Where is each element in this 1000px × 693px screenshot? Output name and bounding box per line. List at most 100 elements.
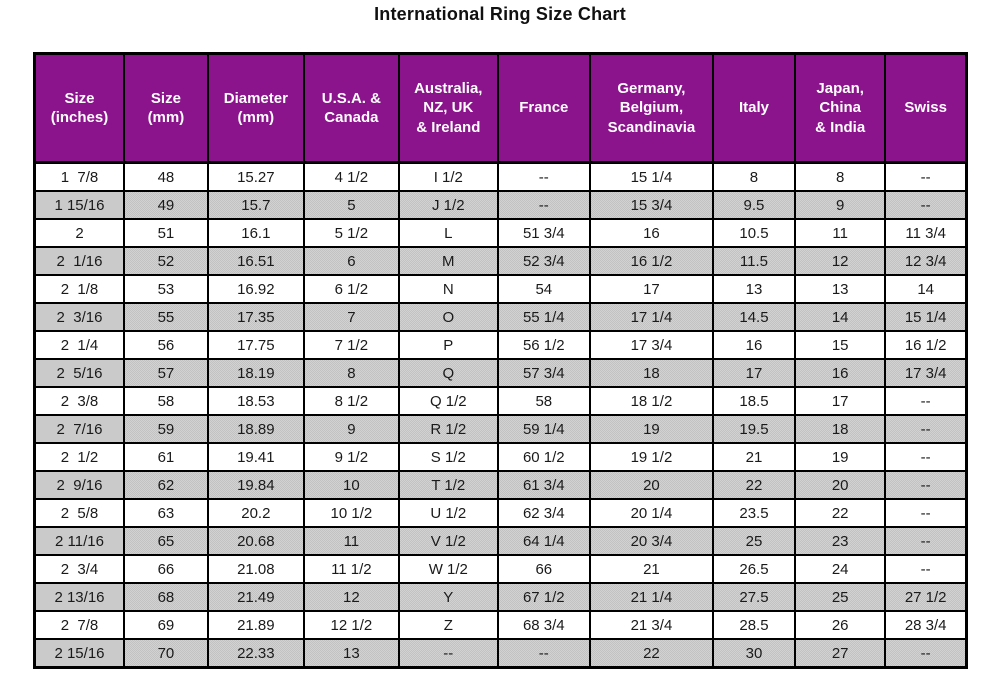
- cell: 25: [793, 582, 887, 612]
- column-header: Germany, Belgium, Scandinavia: [588, 52, 714, 164]
- column-header: Italy: [711, 52, 796, 164]
- cell: R 1/2: [397, 414, 499, 444]
- cell: 16.1: [206, 218, 305, 248]
- cell: 56: [122, 330, 209, 360]
- cell: 12 3/4: [884, 246, 968, 276]
- cell: 58: [122, 386, 209, 416]
- cell: 2 1/16: [33, 246, 125, 276]
- ring-size-table-body: 1 7/8 48 15.27 4 1/2 I 1/2 -- 15 1/4 8 8 -- 1 15/1…: [33, 161, 968, 669]
- cell: 20 1/4: [588, 498, 714, 528]
- page-title: International Ring Size Chart: [374, 4, 626, 24]
- cell: Q 1/2: [397, 386, 499, 416]
- cell: 4 1/2: [302, 161, 400, 192]
- cell: 15 1/4: [588, 161, 714, 192]
- cell: --: [884, 554, 968, 584]
- cell: 14: [884, 274, 968, 304]
- cell: 21 3/4: [588, 610, 714, 640]
- table-row: 2 9/16 62 19.84 10 T 1/2 61 3/4 20 22 20 --: [33, 470, 968, 500]
- cell: 2 9/16: [33, 470, 125, 500]
- cell: 21.89: [206, 610, 305, 640]
- cell: 18 1/2: [588, 386, 714, 416]
- cell: 8: [711, 161, 796, 192]
- cell: 16 1/2: [884, 330, 968, 360]
- table-row: 2 1/4 56 17.75 7 1/2 P 56 1/2 17 3/4 16 15 16 1/2: [33, 330, 968, 360]
- cell: 60 1/2: [496, 442, 591, 472]
- cell: 18.53: [206, 386, 305, 416]
- cell: 10.5: [711, 218, 796, 248]
- cell: N: [397, 274, 499, 304]
- cell: 15 3/4: [588, 190, 714, 220]
- cell: 70: [122, 638, 209, 669]
- table-row: 2 5/16 57 18.19 8 Q 57 3/4 18 17 16 17 3/4: [33, 358, 968, 388]
- cell: 59: [122, 414, 209, 444]
- cell: 2 3/16: [33, 302, 125, 332]
- cell: 2 5/8: [33, 498, 125, 528]
- cell: Y: [397, 582, 499, 612]
- cell: 61: [122, 442, 209, 472]
- column-header: Diameter (mm): [206, 52, 305, 164]
- cell: 20: [793, 470, 887, 500]
- cell: 12: [793, 246, 887, 276]
- cell: 2 3/4: [33, 554, 125, 584]
- cell: 27.5: [711, 582, 796, 612]
- ring-size-table: Size (inches) Size (mm) Diameter (mm) U.S.A…: [33, 52, 968, 669]
- cell: 1 7/8: [33, 161, 125, 192]
- cell: --: [884, 190, 968, 220]
- cell: 66: [122, 554, 209, 584]
- cell: 21 1/4: [588, 582, 714, 612]
- cell: --: [884, 470, 968, 500]
- column-header: Size (inches): [33, 52, 125, 164]
- cell: 13: [793, 274, 887, 304]
- cell: 19.84: [206, 470, 305, 500]
- cell: 2 15/16: [33, 638, 125, 669]
- cell: --: [496, 638, 591, 669]
- cell: I 1/2: [397, 161, 499, 192]
- cell: 7: [302, 302, 400, 332]
- cell: 51 3/4: [496, 218, 591, 248]
- column-header: Australia, NZ, UK & Ireland: [397, 52, 499, 164]
- cell: 16: [588, 218, 714, 248]
- cell: 11: [793, 218, 887, 248]
- cell: U 1/2: [397, 498, 499, 528]
- cell: 52: [122, 246, 209, 276]
- cell: 18.5: [711, 386, 796, 416]
- column-header: Japan, China & India: [793, 52, 887, 164]
- cell: 20.2: [206, 498, 305, 528]
- cell: --: [884, 414, 968, 444]
- cell: --: [884, 161, 968, 192]
- cell: 11 3/4: [884, 218, 968, 248]
- cell: 20: [588, 470, 714, 500]
- cell: 64 1/4: [496, 526, 591, 556]
- cell: 27: [793, 638, 887, 669]
- cell: 52 3/4: [496, 246, 591, 276]
- column-header: U.S.A. & Canada: [302, 52, 400, 164]
- cell: 22: [793, 498, 887, 528]
- cell: 21: [588, 554, 714, 584]
- table-row: 2 13/16 68 21.49 12 Y 67 1/2 21 1/4 27.5 25 27 1/…: [33, 582, 968, 612]
- cell: --: [884, 638, 968, 669]
- cell: 16 1/2: [588, 246, 714, 276]
- table-row: 1 7/8 48 15.27 4 1/2 I 1/2 -- 15 1/4 8 8 --: [33, 161, 968, 192]
- cell: 28.5: [711, 610, 796, 640]
- cell: 21.08: [206, 554, 305, 584]
- cell: 54: [496, 274, 591, 304]
- cell: 22: [588, 638, 714, 669]
- table-row: 2 15/16 70 22.33 13 -- -- 22 30 27 --: [33, 638, 968, 669]
- cell: 49: [122, 190, 209, 220]
- cell: 17 3/4: [884, 358, 968, 388]
- cell: 23.5: [711, 498, 796, 528]
- cell: 17: [711, 358, 796, 388]
- table-row: 2 7/16 59 18.89 9 R 1/2 59 1/4 19 19.5 18 --: [33, 414, 968, 444]
- cell: 16: [793, 358, 887, 388]
- cell: 56 1/2: [496, 330, 591, 360]
- cell: V 1/2: [397, 526, 499, 556]
- cell: 53: [122, 274, 209, 304]
- table-row: 2 1/16 52 16.51 6 M 52 3/4 16 1/2 11.5 12 12 3/4: [33, 246, 968, 276]
- cell: 14.5: [711, 302, 796, 332]
- cell: 2 13/16: [33, 582, 125, 612]
- table-row: 2 1/8 53 16.92 6 1/2 N 54 17 13 13 14: [33, 274, 968, 304]
- cell: 2 11/16: [33, 526, 125, 556]
- cell: 57 3/4: [496, 358, 591, 388]
- cell: 55: [122, 302, 209, 332]
